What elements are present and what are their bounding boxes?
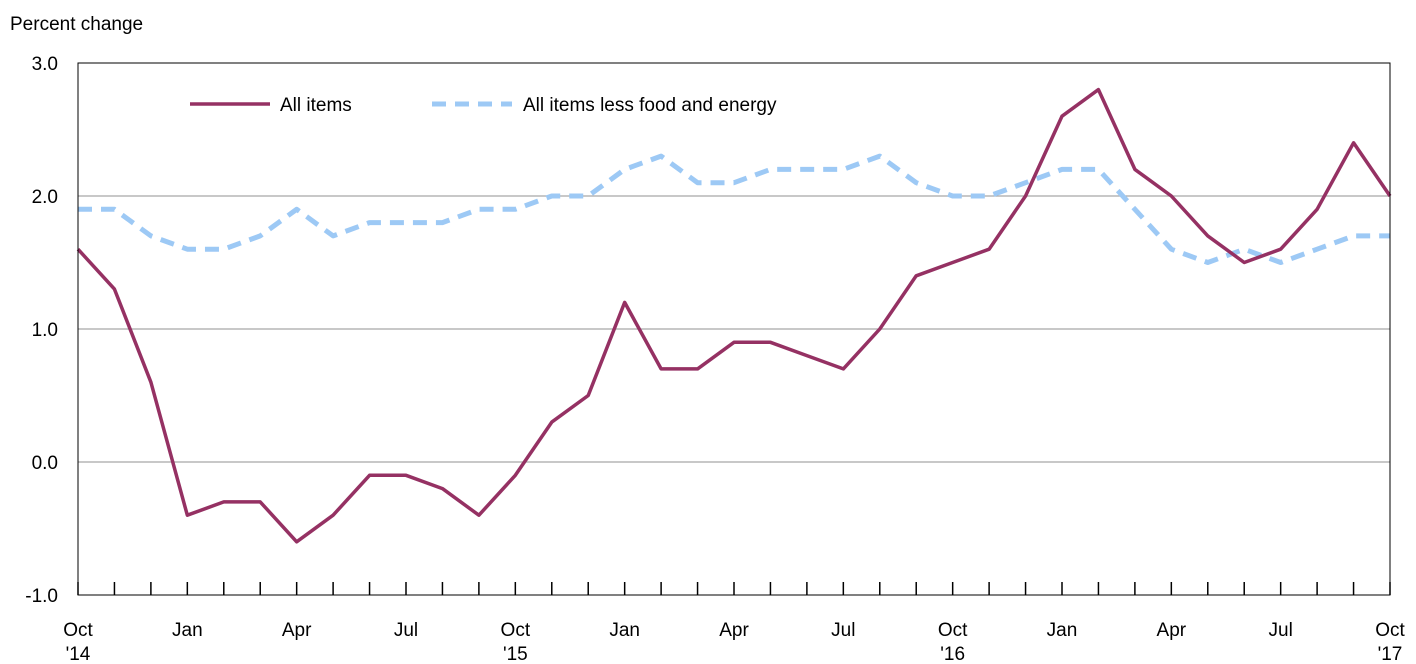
series-line-all-items [76,87,1392,544]
axes: -1.0 0.0 1.0 2.0 3.0 Oct '14 Jan Apr Jul Oct '15 Jan… [25,54,1405,664]
x-tick-label: Oct [1375,620,1405,641]
x-tick-label: Oct [501,620,531,641]
legend: All items All items less food and energy [190,95,777,116]
series-lines [76,87,1392,544]
gridlines [78,195,1390,463]
legend-label-all-items: All items [280,95,352,116]
x-tick-label: Apr [282,620,312,641]
legend-label-core: All items less food and energy [523,95,777,116]
x-tick-year-label: '14 [66,644,91,664]
y-tick-label: -1.0 [25,586,58,607]
y-tick-label: 0.0 [32,453,58,474]
y-tick-label: 1.0 [32,320,58,341]
x-tick-label: Jul [831,620,855,641]
x-tick-year-label: '15 [503,644,528,664]
x-tick-label: Oct [63,620,93,641]
x-tick-year-label: '16 [940,644,965,664]
x-tick-year-label: '17 [1378,644,1403,664]
x-tick-label: Jan [609,620,640,641]
x-tick-label: Oct [938,620,968,641]
x-tick-label: Apr [1157,620,1187,641]
x-tick-label: Jul [394,620,418,641]
x-tick-label: Apr [719,620,749,641]
x-tick-label: Jan [172,620,203,641]
y-tick-label: 2.0 [32,187,58,208]
x-tick-label: Jul [1269,620,1293,641]
y-axis-label: Percent change [10,14,143,35]
x-tick-label: Jan [1047,620,1078,641]
series-line-core [78,153,1390,265]
y-tick-label: 3.0 [32,54,58,75]
